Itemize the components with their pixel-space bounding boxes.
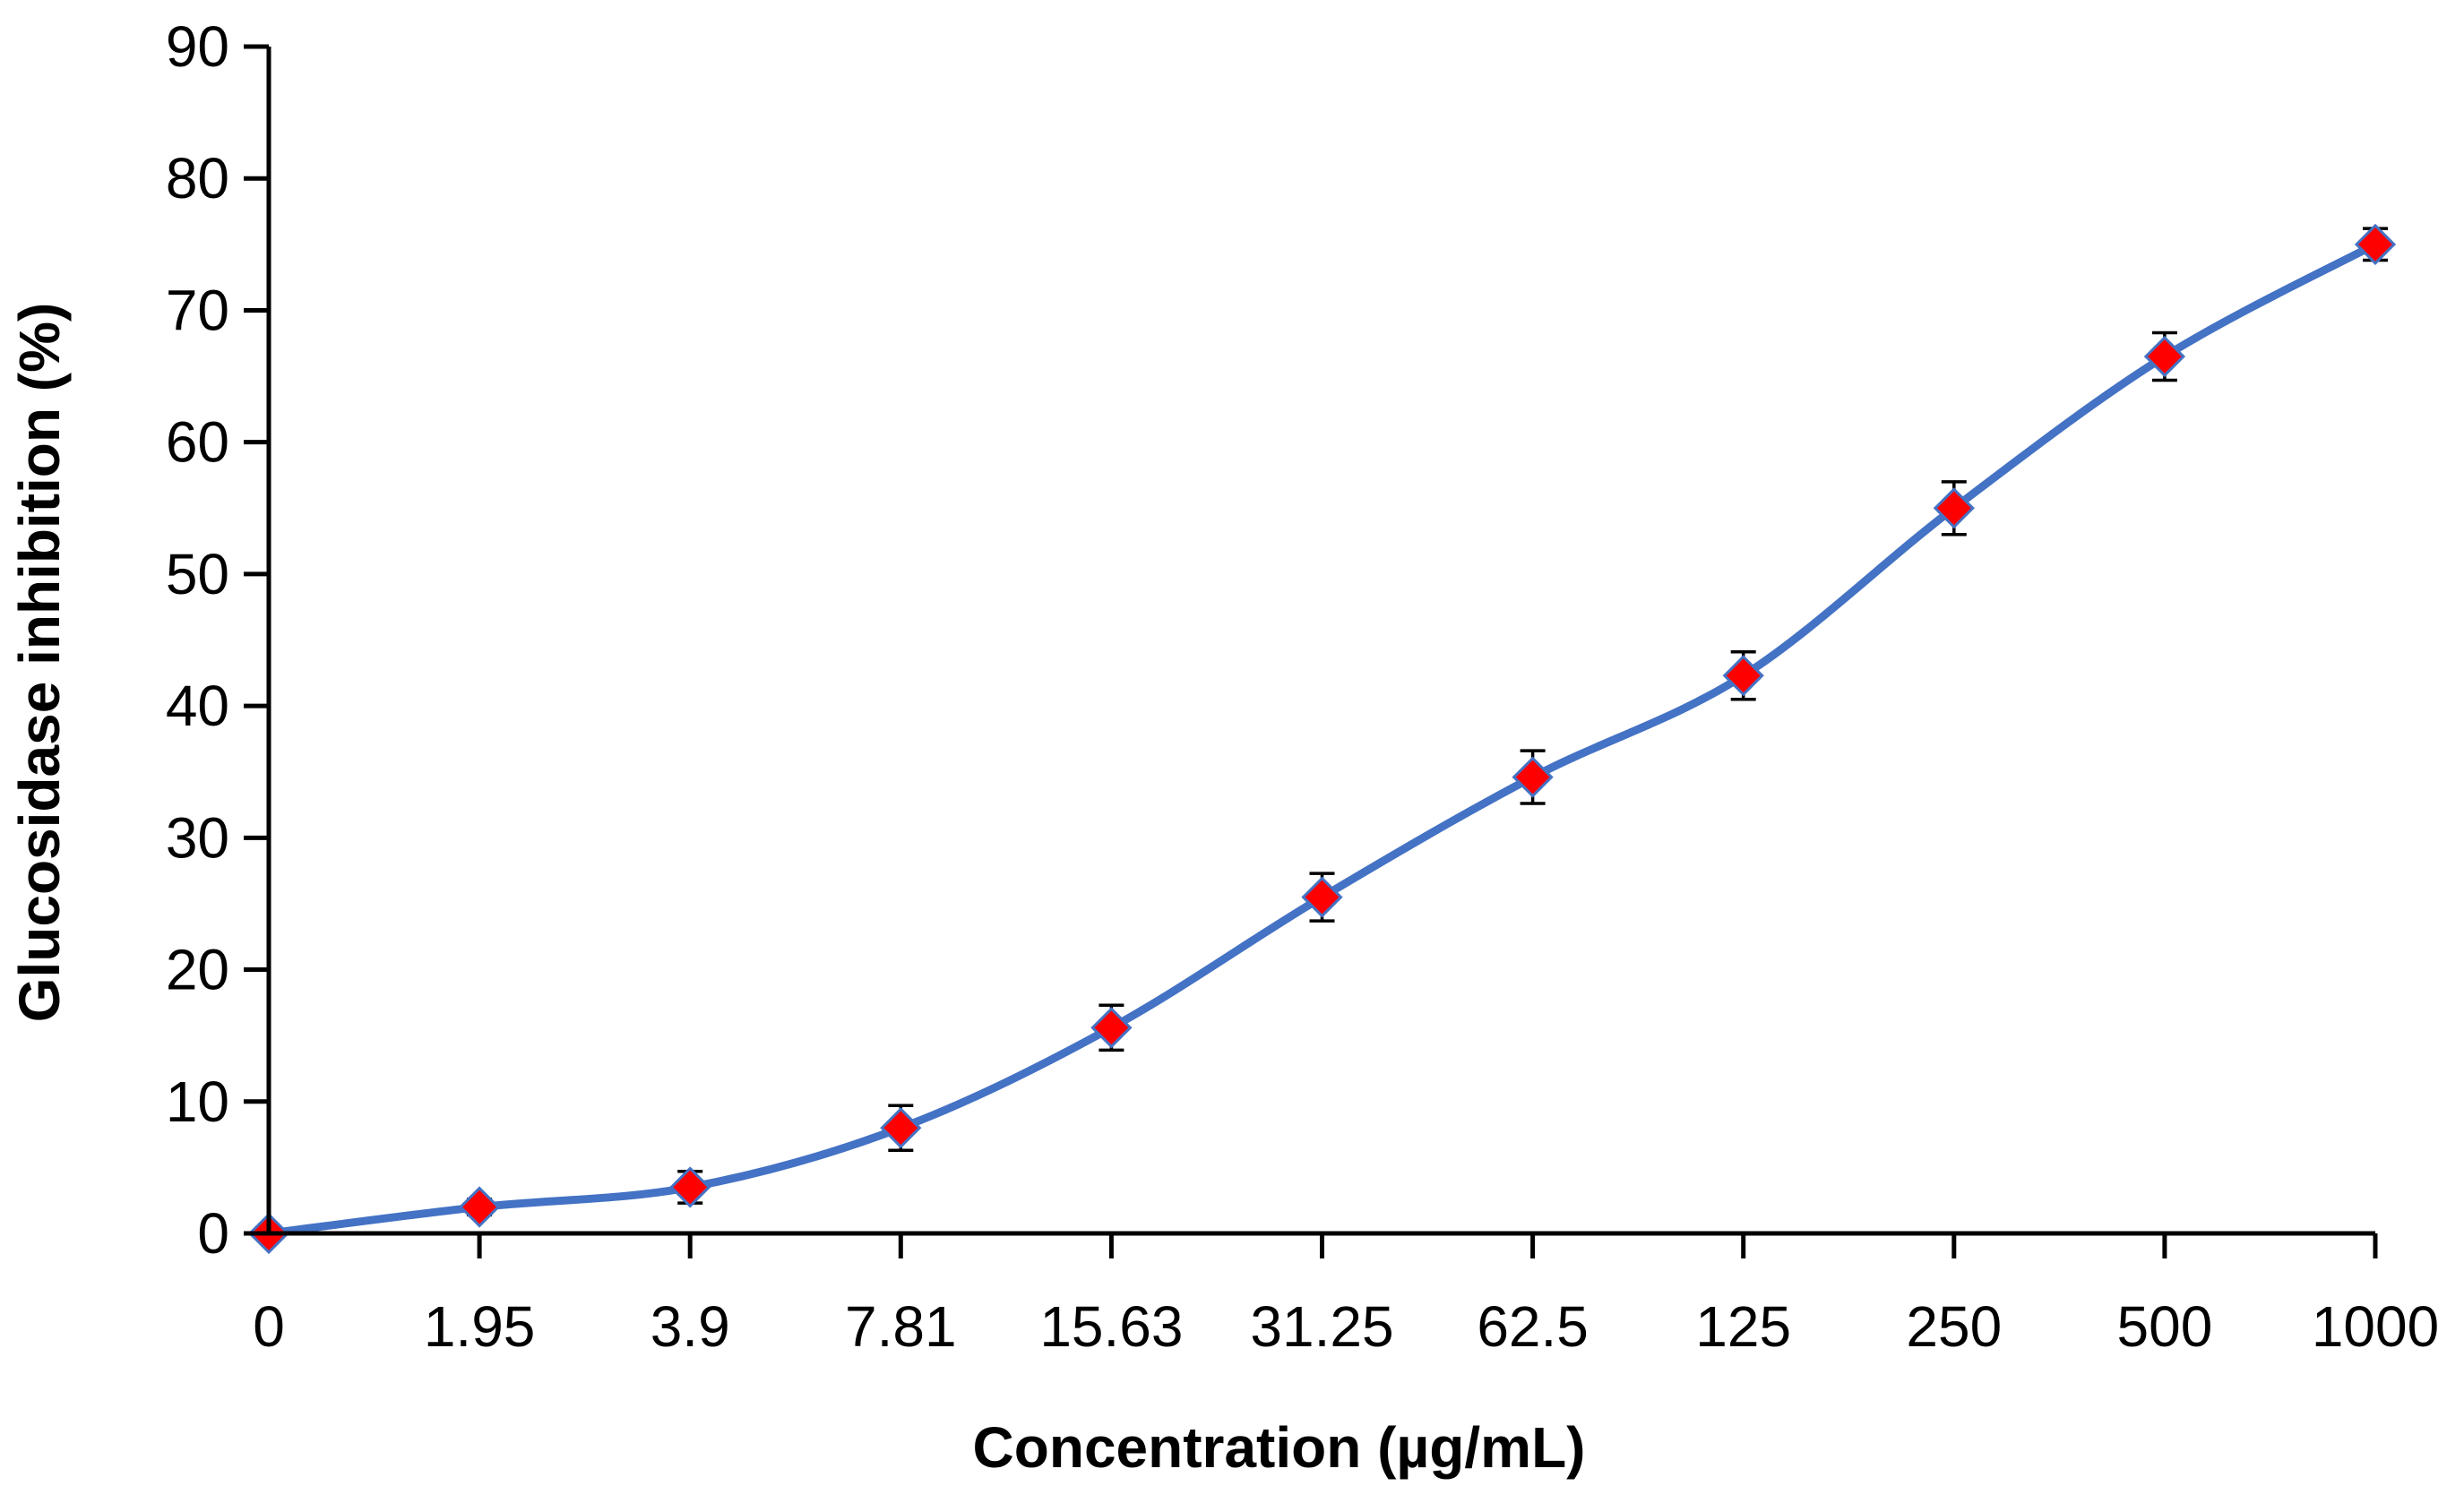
y-tick-label: 40 <box>166 674 229 738</box>
y-tick-label: 0 <box>197 1201 229 1266</box>
marker-group <box>247 223 2397 1255</box>
data-point-marker <box>1512 756 1554 798</box>
y-tick-label: 10 <box>166 1069 229 1134</box>
data-point-marker <box>1090 1007 1133 1049</box>
y-tick-label: 90 <box>166 14 229 79</box>
data-point-marker <box>2354 223 2397 265</box>
x-tick-label: 31.25 <box>1250 1294 1393 1359</box>
data-point-marker <box>880 1107 922 1149</box>
x-tick-label: 500 <box>2117 1294 2213 1359</box>
x-tick-label: 0 <box>253 1294 285 1359</box>
y-tick-label: 50 <box>166 542 229 606</box>
x-tick-label: 125 <box>1695 1294 1791 1359</box>
x-ticks-group: 0 1.95 3.9 7.81 15.63 31.25 62.5 125 250 500 1000 <box>253 1233 2439 1359</box>
data-point-marker <box>2143 335 2186 378</box>
data-point-marker <box>1722 655 1764 697</box>
axes-group <box>266 47 2375 1236</box>
data-point-marker <box>669 1166 711 1208</box>
y-axis-title: Glucosidase inhibition (%) <box>7 303 72 1023</box>
series-line-group <box>264 240 2380 1238</box>
y-tick-label: 20 <box>166 938 229 1002</box>
y-tick-label: 80 <box>166 146 229 210</box>
x-tick-label: 1.95 <box>424 1294 536 1359</box>
error-bar-group <box>467 227 2388 1217</box>
y-tick-label: 70 <box>166 278 229 342</box>
x-tick-label: 15.63 <box>1039 1294 1183 1359</box>
y-ticks-group: 0 10 20 30 40 50 60 70 80 90 <box>166 14 269 1266</box>
y-tick-label: 30 <box>166 805 229 870</box>
x-tick-label: 3.9 <box>650 1294 730 1359</box>
x-axis-title: Concentration (µg/mL) <box>973 1415 1586 1480</box>
x-tick-label: 250 <box>1906 1294 2002 1359</box>
data-point-marker <box>1301 876 1343 918</box>
x-tick-label: 62.5 <box>1477 1294 1589 1359</box>
data-point-marker <box>458 1186 501 1228</box>
x-tick-label: 1000 <box>2312 1294 2439 1359</box>
x-tick-label: 7.81 <box>845 1294 957 1359</box>
y-tick-label: 60 <box>166 410 229 475</box>
series-line <box>264 240 2380 1238</box>
data-point-marker <box>1933 487 1975 529</box>
